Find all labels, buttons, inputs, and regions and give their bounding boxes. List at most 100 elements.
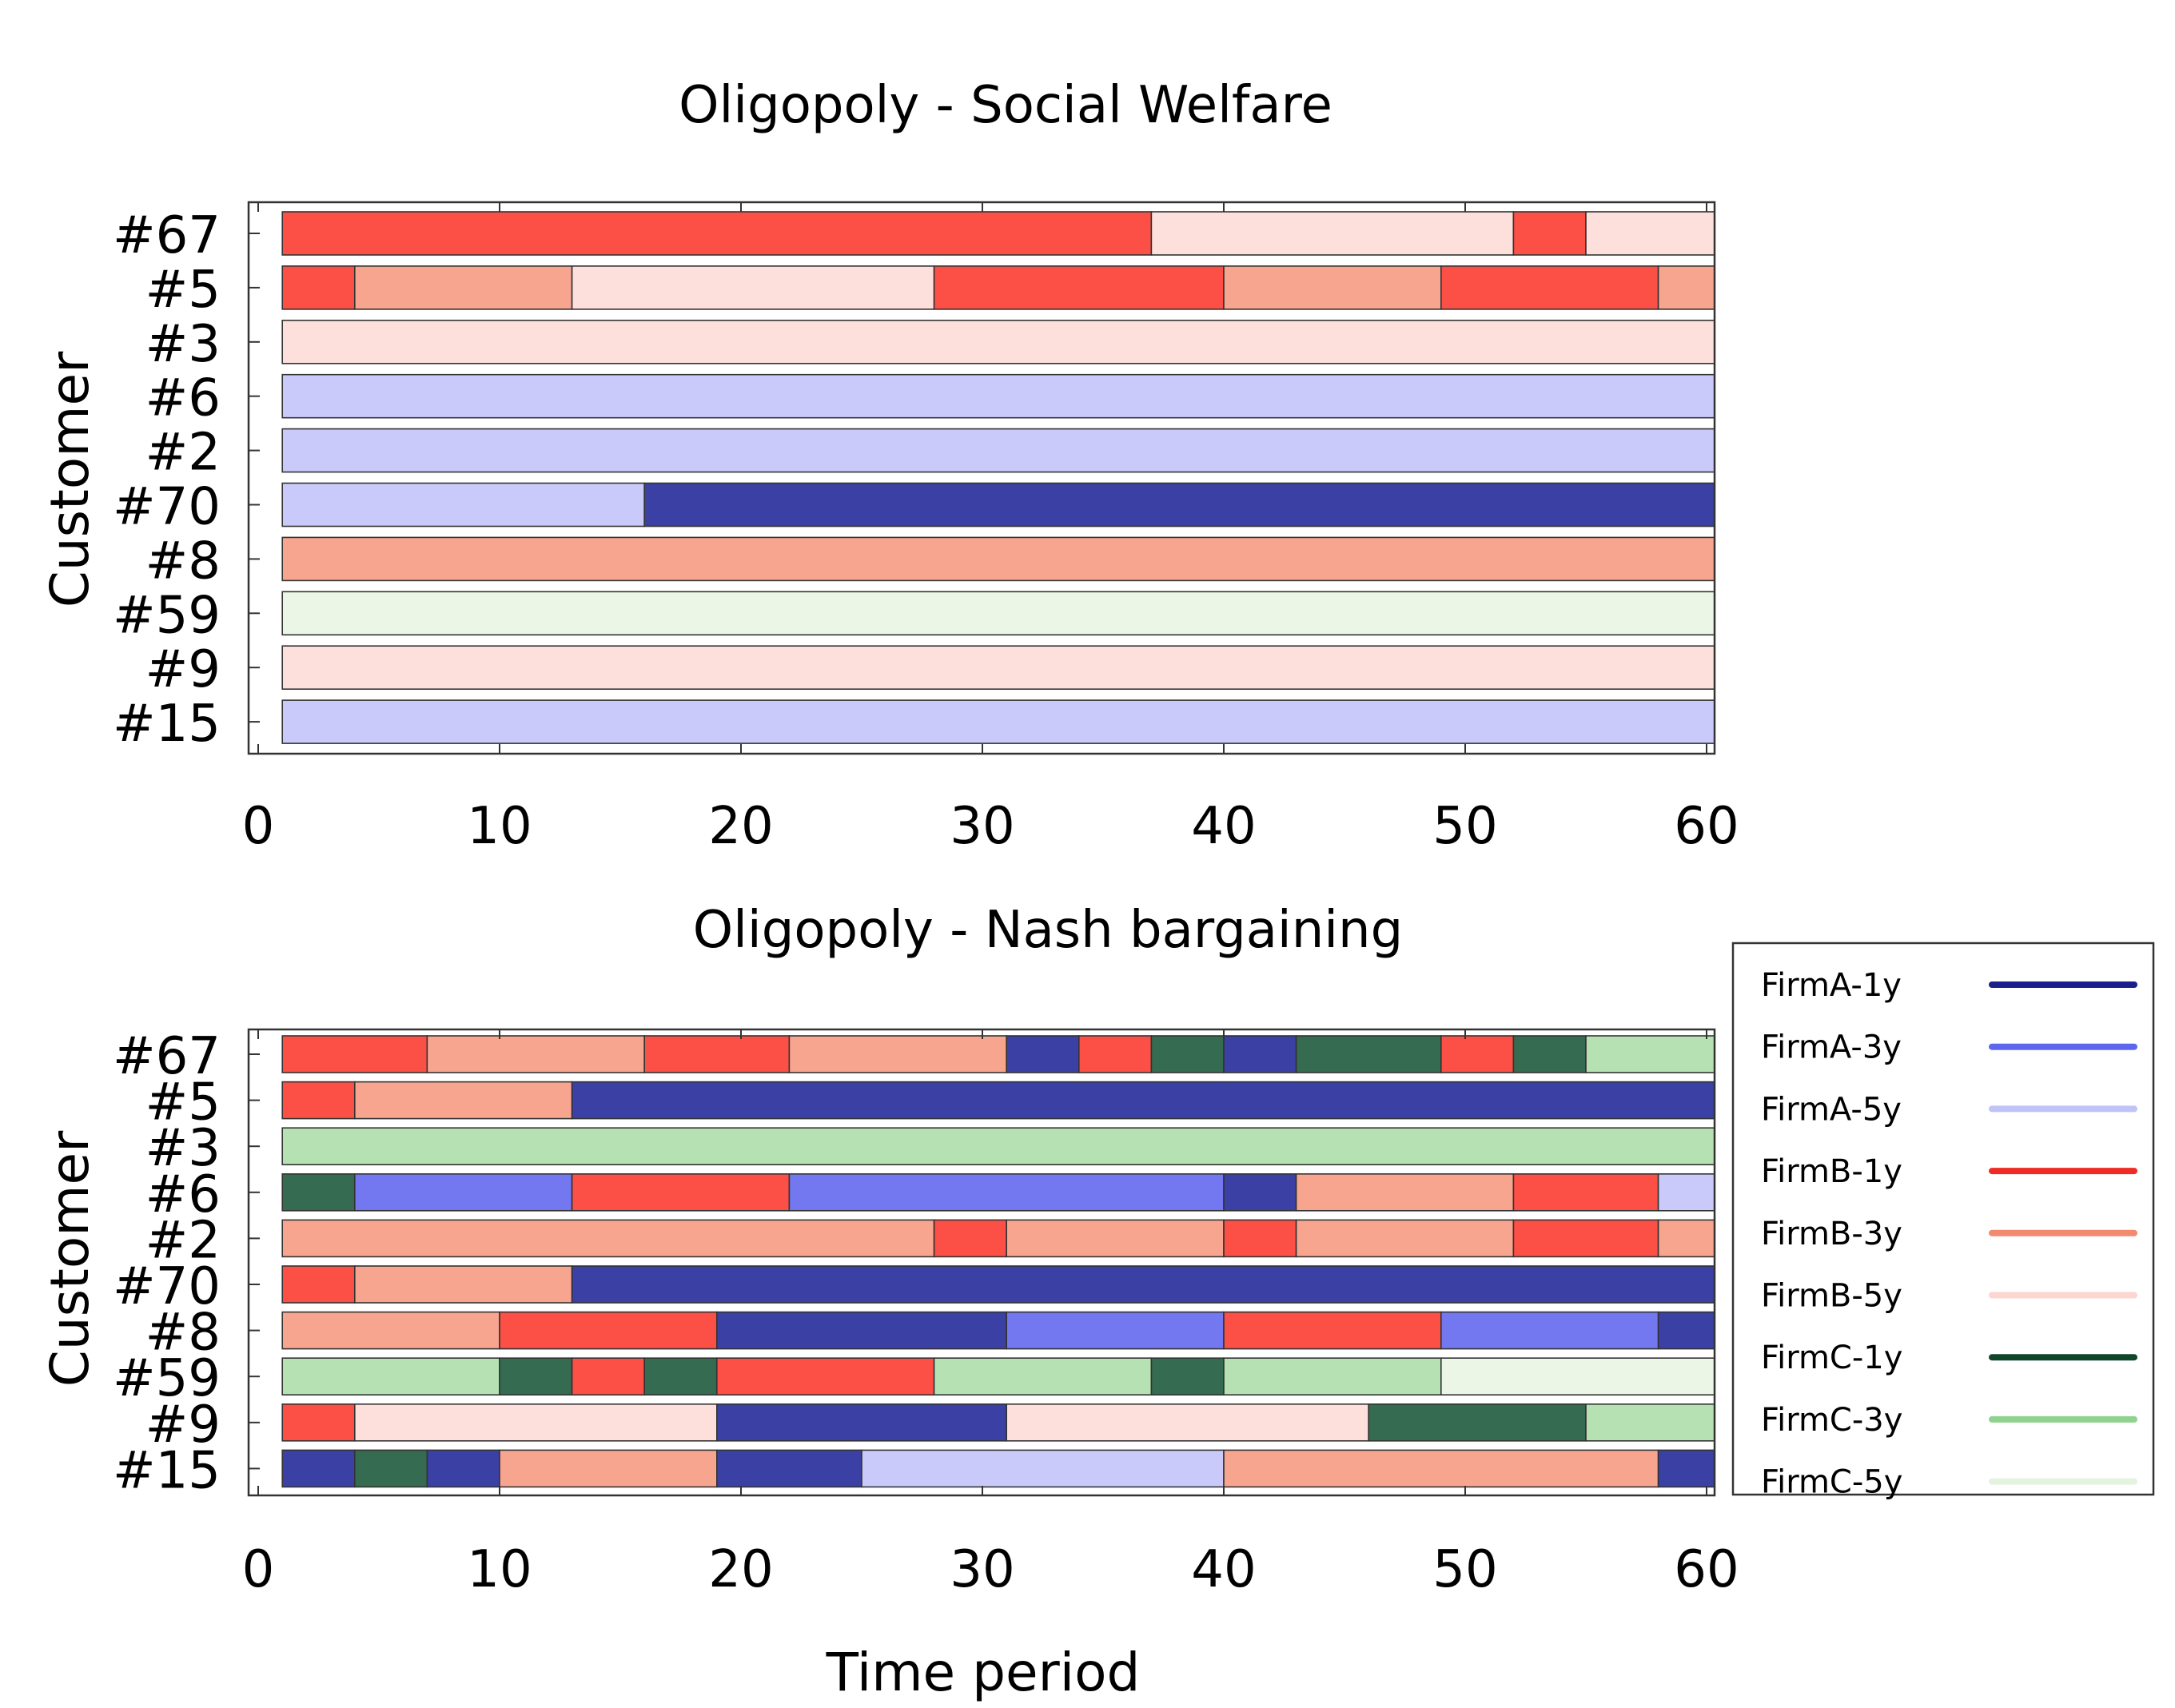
bar-segment-c3-firmc-3y xyxy=(281,1127,1715,1165)
y-tick-label: #8 xyxy=(145,1304,221,1363)
bar-segments xyxy=(281,211,1715,744)
bar-segment-c5-firmb-3y xyxy=(353,265,573,310)
x-tick-labels: 0 10 20 30 40 50 60 xyxy=(242,202,1739,856)
bar-segment-c15-firma-5y xyxy=(861,1449,1225,1488)
y-tick-label: #70 xyxy=(113,478,221,537)
bar-segment-c59-firmc-1y xyxy=(643,1357,718,1395)
y-tick-labels: #67#5#3#6#2#70#8#59#9#15 xyxy=(113,206,260,754)
bar-segment-c6-firmc-1y xyxy=(281,1173,356,1212)
bar-segment-c2-firmb-1y xyxy=(1512,1219,1659,1258)
x-tick-label: 30 xyxy=(950,797,1014,856)
bar-segment-c59-firmc-5y xyxy=(1440,1357,1715,1395)
bar-segment-c67-firmc-1y xyxy=(1512,1035,1587,1073)
bar-segment-c6-firma-1y xyxy=(1223,1173,1297,1212)
bar-segment-c5-firma-1y xyxy=(571,1081,1715,1120)
x-tick-label: 20 xyxy=(708,1540,773,1599)
bar-segment-c15-firma-1y xyxy=(1657,1449,1715,1488)
bar-segment-c15-firma-1y xyxy=(281,1449,356,1488)
bar-segment-c2-firma-5y xyxy=(281,428,1715,473)
legend-label: FirmB-1y xyxy=(1761,1153,1902,1190)
bar-segment-c6-firmb-1y xyxy=(571,1173,791,1212)
bar-segment-c59-firmc-1y xyxy=(499,1357,573,1395)
bar-segment-c5-firmb-1y xyxy=(1440,265,1659,310)
bar-segment-c67-firma-1y xyxy=(1006,1035,1080,1073)
bar-segment-c8-firma-3y xyxy=(1006,1311,1225,1350)
bar-segment-c67-firmb-1y xyxy=(1078,1035,1153,1073)
y-tick-label: #8 xyxy=(145,532,221,591)
bar-segment-c70-firmb-1y xyxy=(281,1265,356,1304)
bar-segment-c67-firmc-1y xyxy=(1295,1035,1442,1073)
bar-segment-c67-firmb-1y xyxy=(281,1035,428,1073)
legend: FirmA-1y FirmA-3y FirmA-5y FirmB-1y FirmB-3y… xyxy=(1731,942,2155,1501)
y-tick-label: #5 xyxy=(145,261,221,320)
legend-label: FirmB-5y xyxy=(1761,1278,1902,1315)
x-tick-label: 50 xyxy=(1432,1540,1497,1599)
x-tick-label: 0 xyxy=(242,1540,275,1599)
bar-segment-c2-firmb-3y xyxy=(1006,1219,1225,1258)
legend-label: FirmC-3y xyxy=(1761,1402,1902,1439)
bar-segment-c5-firmb-1y xyxy=(281,1081,356,1120)
bar-segment-c67-firmc-3y xyxy=(1585,1035,1715,1073)
x-tick-label: 30 xyxy=(950,1540,1014,1599)
y-tick-label: #2 xyxy=(145,1211,221,1270)
bar-segment-c6-firma-5y xyxy=(281,373,1715,419)
bar-segment-c8-firmb-3y xyxy=(281,536,1715,582)
x-tick-label: 10 xyxy=(467,797,532,856)
y-tick-label: #5 xyxy=(145,1073,221,1133)
y-tick-label: #2 xyxy=(145,424,221,483)
x-tick-label: 40 xyxy=(1191,797,1256,856)
bar-segment-c9-firmc-1y xyxy=(1368,1403,1587,1442)
bar-segment-c59-firmc-3y xyxy=(281,1357,500,1395)
legend-label: FirmA-5y xyxy=(1761,1091,1902,1128)
y-tick-label: #67 xyxy=(113,1027,221,1086)
chart-title: Oligopoly - Nash bargaining xyxy=(693,901,1403,960)
x-tick-label: 10 xyxy=(467,1540,532,1599)
bar-segment-c2-firmb-1y xyxy=(1223,1219,1297,1258)
bar-segment-c67-firmb-1y xyxy=(281,211,1153,256)
bar-segment-c6-firmb-1y xyxy=(1512,1173,1659,1212)
bar-segment-c6-firma-3y xyxy=(353,1173,573,1212)
bar-segment-c9-firmb-5y xyxy=(1006,1403,1369,1442)
bar-segment-c8-firma-1y xyxy=(1657,1311,1715,1350)
y-tick-label: #59 xyxy=(113,1349,221,1408)
y-tick-label: #70 xyxy=(113,1257,221,1316)
bar-segment-c67-firmb-3y xyxy=(426,1035,646,1073)
bar-segment-c67-firmc-1y xyxy=(1150,1035,1225,1073)
bar-segment-c8-firmb-1y xyxy=(1223,1311,1442,1350)
y-tick-label: #6 xyxy=(145,1165,221,1224)
y-tick-label: #15 xyxy=(113,1441,221,1500)
bar-segment-c2-firmb-1y xyxy=(933,1219,1007,1258)
legend-label: FirmA-1y xyxy=(1761,967,1902,1004)
bar-segment-c15-firmb-3y xyxy=(499,1449,718,1488)
bar-segment-c67-firmb-5y xyxy=(1585,211,1715,256)
bar-segment-c15-firma-1y xyxy=(715,1449,862,1488)
x-tick-labels: 0 10 20 30 40 50 60 xyxy=(242,1029,1739,1599)
bar-segment-c8-firmb-3y xyxy=(281,1311,500,1350)
y-tick-label: #3 xyxy=(145,1119,221,1178)
legend-label: FirmC-1y xyxy=(1761,1340,1902,1376)
bar-segment-c9-firmb-1y xyxy=(281,1403,356,1442)
bar-segment-c15-firma-1y xyxy=(426,1449,500,1488)
bar-segment-c15-firma-5y xyxy=(281,699,1715,744)
bar-segment-c70-firma-5y xyxy=(281,482,646,528)
panel-nash-bargaining: Oligopoly - Nash bargaining Customer #67… xyxy=(39,901,1739,1703)
bar-segment-c5-firmb-3y xyxy=(353,1081,573,1120)
bar-segment-c2-firmb-3y xyxy=(1657,1219,1715,1258)
legend-box xyxy=(1731,942,2155,1496)
bar-segment-c3-firmb-5y xyxy=(281,319,1715,364)
legend-label: FirmA-3y xyxy=(1761,1029,1902,1066)
bar-segment-c8-firmb-1y xyxy=(499,1311,718,1350)
legend-label: FirmB-3y xyxy=(1761,1216,1902,1252)
bar-segment-c6-firma-3y xyxy=(788,1173,1225,1212)
bar-segment-c2-firmb-3y xyxy=(281,1219,935,1258)
x-tick-label: 60 xyxy=(1674,797,1739,856)
bar-segment-c6-firmb-3y xyxy=(1295,1173,1515,1212)
y-axis-label: Customer xyxy=(39,1130,101,1387)
chart-title: Oligopoly - Social Welfare xyxy=(679,76,1332,135)
bar-segment-c70-firma-1y xyxy=(571,1265,1715,1304)
x-axis-label: Time period xyxy=(826,1642,1141,1703)
bar-segments xyxy=(281,1035,1715,1488)
x-tick-label: 0 xyxy=(242,797,275,856)
bar-segment-c59-firmc-3y xyxy=(1223,1357,1442,1395)
